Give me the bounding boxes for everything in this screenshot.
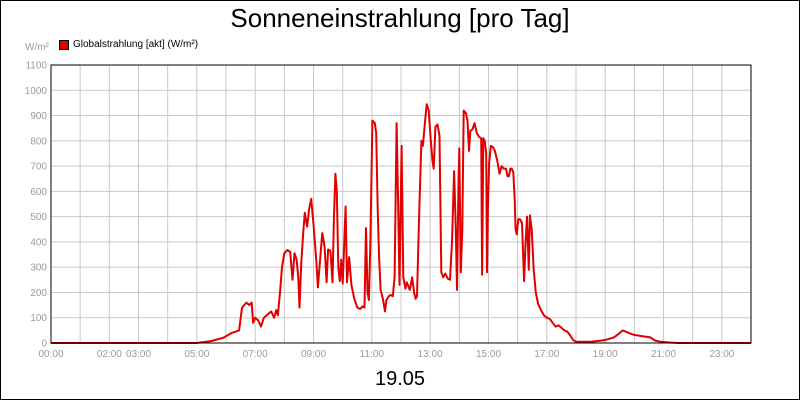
grid-lines [50,64,752,344]
y-tick-label: 600 [30,187,47,198]
y-tick-label: 800 [30,136,47,147]
x-tick-label: 15:00 [476,349,501,360]
chart-title: Sonneneinstrahlung [pro Tag] [230,3,570,33]
y-tick-label: 1100 [25,61,47,72]
legend-label: Globalstrahlung [akt] (W/m²) [73,39,199,50]
y-tick-label: 900 [30,111,47,122]
x-tick-label: 19:00 [593,349,618,360]
y-tick-label: 300 [30,263,47,274]
y-tick-label: 1000 [25,86,48,97]
x-tick-label: 13:00 [418,349,443,360]
x-tick-label: 09:00 [301,349,326,360]
x-tick-label: 05:00 [184,349,209,360]
y-tick-label: 400 [30,237,47,248]
x-axis-date-label: 19.05 [374,368,426,390]
legend-swatch [59,39,69,50]
x-tick-label: 02:00 [97,349,122,360]
x-tick-label: 23:00 [709,349,734,360]
x-tick-label: 21:00 [651,349,676,360]
y-tick-label: 100 [30,313,47,324]
y-tick-label: 700 [30,162,47,173]
tick-labels: 0 100 200 300 400 500 600 700 800 900 1000 1100 00:0… [25,61,735,361]
y-axis-unit-label: W/m² [25,42,49,53]
series-layer [51,103,751,344]
legend: Globalstrahlung [akt] (W/m²) [59,39,198,50]
x-tick-label: 07:00 [243,349,268,360]
x-tick-label: 03:00 [126,349,151,360]
y-tick-label: 0 [41,339,47,350]
series-line-globalstrahlung [51,103,751,344]
x-tick-label: 00:00 [38,349,63,360]
x-tick-label: 17:00 [534,349,559,360]
x-tick-label: 11:00 [360,349,385,360]
y-tick-label: 500 [30,212,47,223]
plot-border [50,64,752,344]
y-tick-label: 200 [30,288,47,299]
